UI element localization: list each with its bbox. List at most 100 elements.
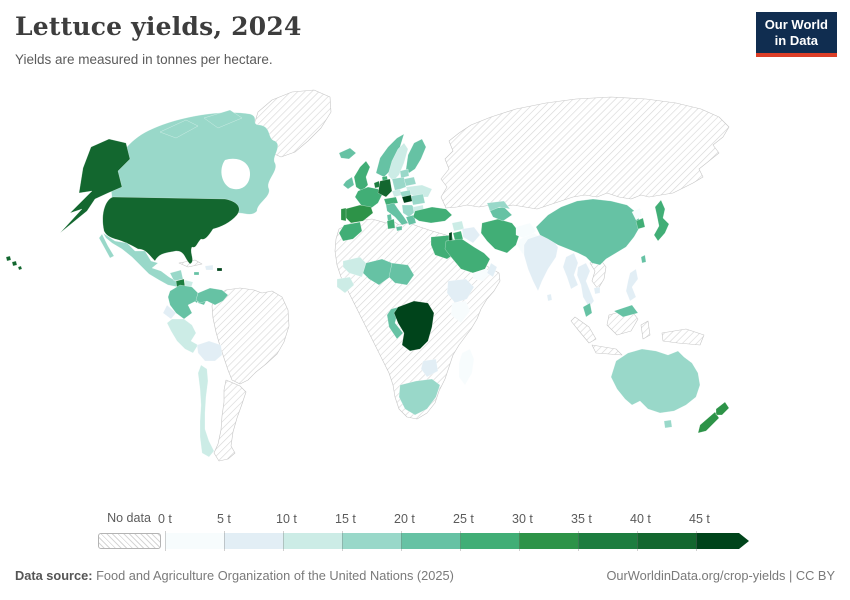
- country-taiwan[interactable]: [640, 254, 647, 264]
- country-senegal[interactable]: [336, 276, 355, 294]
- owid-logo[interactable]: Our World in Data: [755, 12, 837, 57]
- country-bolivia[interactable]: [196, 340, 223, 362]
- country-oman[interactable]: [486, 262, 498, 278]
- country-australia[interactable]: [610, 348, 701, 414]
- legend-bin-0[interactable]: [165, 533, 224, 549]
- country-jamaica[interactable]: [193, 271, 200, 276]
- legend-arrow-tip: [739, 533, 749, 549]
- country-south-africa[interactable]: [398, 378, 441, 416]
- legend-bin-8[interactable]: [637, 533, 696, 549]
- legend-bin-4[interactable]: [401, 533, 460, 549]
- country-united-kingdom[interactable]: [353, 160, 371, 192]
- country-peru[interactable]: [166, 318, 199, 354]
- country-tunisia[interactable]: [386, 218, 396, 230]
- country-uzbekistan[interactable]: [486, 200, 511, 212]
- country-new-zealand[interactable]: [697, 401, 730, 434]
- country-sri-lanka[interactable]: [546, 293, 553, 302]
- country-united-states[interactable]: [102, 196, 240, 265]
- country-canada-arctic[interactable]: [159, 109, 243, 139]
- country-niger[interactable]: [388, 262, 415, 286]
- country-austria[interactable]: [383, 196, 399, 206]
- country-myanmar[interactable]: [562, 252, 579, 290]
- legend-tick-line-7: [578, 531, 579, 551]
- country-dominican-republic[interactable]: [204, 264, 214, 271]
- legend-bin-6[interactable]: [519, 533, 578, 549]
- country-yemen[interactable]: [472, 268, 492, 282]
- country-madagascar[interactable]: [458, 348, 475, 386]
- footer-source-label: Data source:: [15, 568, 93, 583]
- legend-tick-label-6: 30 t: [512, 512, 533, 526]
- legend-tick-label-2: 10 t: [276, 512, 297, 526]
- country-japan[interactable]: [653, 199, 670, 242]
- country-jordan[interactable]: [452, 230, 464, 242]
- legend-bin-1[interactable]: [224, 533, 283, 549]
- country-zimbabwe[interactable]: [420, 358, 439, 378]
- country-ecuador[interactable]: [162, 304, 177, 320]
- country-iran[interactable]: [480, 218, 521, 254]
- country-kenya[interactable]: [450, 300, 471, 324]
- country-india[interactable]: [523, 234, 559, 292]
- owid-logo-line1: Our World: [764, 17, 828, 32]
- country-thailand[interactable]: [576, 262, 595, 308]
- country-malaysia[interactable]: [582, 302, 639, 318]
- country-china[interactable]: [535, 198, 642, 266]
- legend-tick-label-5: 25 t: [453, 512, 474, 526]
- country-cambodia[interactable]: [593, 286, 601, 295]
- country-iceland[interactable]: [338, 147, 357, 160]
- country-norway[interactable]: [375, 133, 405, 178]
- legend-tick-line-5: [460, 531, 461, 551]
- country-alaska[interactable]: [59, 138, 131, 234]
- country-saudi-arabia[interactable]: [444, 238, 491, 274]
- country-tasmania[interactable]: [663, 419, 673, 429]
- country-north-korea[interactable]: [631, 207, 643, 221]
- country-ireland[interactable]: [342, 176, 355, 190]
- legend-tick-line-6: [519, 531, 520, 551]
- country-turkey[interactable]: [412, 206, 453, 224]
- legend-bin-7[interactable]: [578, 533, 637, 549]
- legend-tick-line-0: [165, 531, 166, 551]
- country-romania[interactable]: [410, 193, 426, 206]
- country-western-balkans[interactable]: [401, 204, 417, 218]
- country-hawaii[interactable]: [5, 255, 23, 271]
- country-iraq[interactable]: [461, 226, 481, 244]
- country-finland[interactable]: [405, 138, 427, 174]
- country-italy[interactable]: [385, 202, 409, 232]
- country-germany[interactable]: [377, 178, 393, 198]
- legend-tick-line-2: [283, 531, 284, 551]
- footer-rights-link[interactable]: OurWorldinData.org/crop-yields | CC BY: [606, 568, 835, 583]
- legend-bin-2[interactable]: [283, 533, 342, 549]
- country-papua-new-guinea[interactable]: [661, 328, 705, 346]
- country-belarus[interactable]: [403, 176, 417, 187]
- country-israel[interactable]: [448, 231, 453, 242]
- country-indonesia[interactable]: [570, 308, 651, 356]
- country-brazil[interactable]: [211, 287, 290, 385]
- country-venezuela[interactable]: [195, 287, 229, 306]
- legend-tick-label-3: 15 t: [335, 512, 356, 526]
- legend-tick-label-7: 35 t: [571, 512, 592, 526]
- country-portugal[interactable]: [340, 207, 347, 222]
- legend-tick-line-8: [637, 531, 638, 551]
- country-ethiopia[interactable]: [446, 278, 475, 304]
- country-mali[interactable]: [362, 258, 393, 286]
- country-baltic-states[interactable]: [399, 168, 410, 179]
- country-puerto-rico[interactable]: [216, 267, 223, 272]
- legend-bin-3[interactable]: [342, 533, 401, 549]
- legend-bin-9[interactable]: [696, 533, 739, 549]
- legend-tick-label-1: 5 t: [217, 512, 231, 526]
- country-morocco[interactable]: [338, 221, 363, 242]
- country-philippines[interactable]: [625, 268, 639, 302]
- country-france[interactable]: [354, 186, 383, 210]
- legend-tick-line-4: [401, 531, 402, 551]
- hudson-bay-water: [221, 158, 250, 190]
- country-colombia[interactable]: [167, 284, 199, 320]
- country-argentina[interactable]: [213, 379, 247, 462]
- country-south-korea[interactable]: [635, 217, 646, 230]
- legend-bin-5[interactable]: [460, 533, 519, 549]
- country-russia-region[interactable]: [440, 96, 730, 210]
- footer-source-text: Food and Agriculture Organization of the…: [92, 568, 454, 583]
- legend-no-data-swatch[interactable]: [98, 533, 161, 549]
- country-dr-congo[interactable]: [393, 300, 435, 352]
- country-chile[interactable]: [197, 364, 215, 458]
- country-mauritania[interactable]: [342, 256, 367, 278]
